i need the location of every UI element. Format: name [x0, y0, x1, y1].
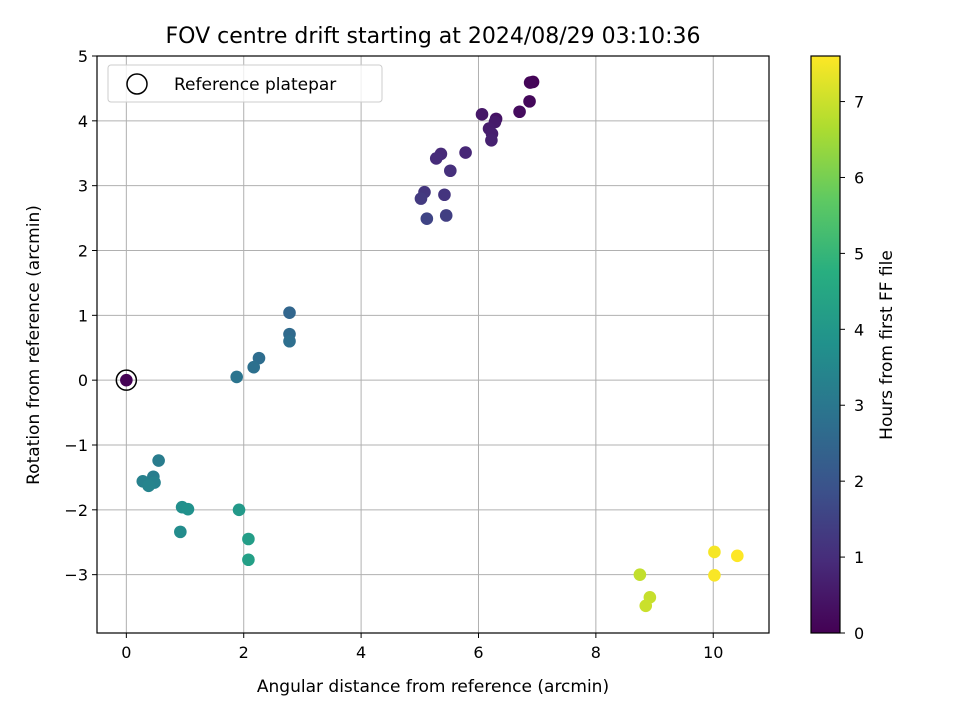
data-point	[242, 532, 255, 546]
colorbar: 0 1 2 3 4 5 6 7 Hours from first FF file	[810, 55, 897, 643]
colorbar-tick-label: 5	[854, 244, 864, 263]
data-point	[439, 209, 453, 222]
data-points	[120, 75, 744, 613]
data-point	[459, 146, 472, 159]
chart-title: FOV centre drift starting at 2024/08/29 …	[166, 24, 701, 49]
y-tick-label: 1	[78, 306, 88, 325]
data-point	[120, 373, 133, 387]
data-point	[232, 503, 246, 517]
data-point	[283, 334, 296, 348]
data-point	[420, 212, 434, 226]
legend: Reference platepar	[107, 64, 383, 103]
legend-marker-icon	[126, 73, 148, 95]
data-point	[174, 525, 187, 539]
data-point	[708, 545, 721, 559]
data-point	[475, 108, 489, 121]
y-tick-label: −2	[64, 501, 88, 520]
colorbar-tick-label: 6	[854, 168, 864, 187]
y-axis-ticks: −3 −2 −1 0 1 2 3 4 5	[64, 47, 97, 585]
data-point	[633, 568, 647, 581]
colorbar-tick-label: 1	[854, 548, 864, 567]
x-tick-label: 6	[473, 643, 483, 662]
data-point	[731, 549, 744, 563]
data-point	[152, 454, 165, 467]
x-tick-label: 4	[356, 643, 366, 662]
data-point	[523, 95, 536, 108]
data-point	[513, 105, 526, 119]
x-tick-label: 10	[703, 643, 723, 662]
colorbar-tick-label: 3	[854, 396, 864, 415]
data-point	[242, 553, 255, 567]
y-tick-label: 2	[78, 241, 88, 260]
y-tick-label: 3	[78, 177, 88, 196]
colorbar-tick-label: 7	[854, 93, 864, 112]
data-point	[230, 370, 243, 384]
x-tick-label: 0	[121, 643, 131, 662]
data-point	[247, 360, 261, 374]
colorbar-gradient	[811, 56, 840, 633]
reference-platepar-marker	[115, 369, 138, 391]
legend-box	[107, 64, 383, 103]
y-tick-label: −1	[64, 436, 88, 455]
data-point	[414, 192, 428, 205]
data-point	[444, 164, 457, 178]
data-point	[438, 188, 451, 202]
y-tick-label: 4	[78, 112, 88, 131]
x-axis-label: Angular distance from reference (arcmin)	[257, 677, 609, 697]
colorbar-frame	[810, 55, 841, 634]
x-tick-label: 2	[239, 643, 249, 662]
data-point	[429, 152, 443, 165]
data-point	[708, 569, 721, 582]
colorbar-tick-label: 4	[854, 320, 864, 339]
data-point	[485, 133, 498, 147]
y-tick-label: −3	[64, 566, 88, 585]
plot-frame	[96, 55, 770, 634]
reference-ring	[115, 369, 138, 391]
data-point	[181, 502, 195, 516]
y-tick-label: 5	[78, 47, 88, 66]
y-tick-label: 0	[78, 371, 88, 390]
legend-label: Reference platepar	[174, 75, 336, 95]
x-tick-label: 8	[591, 643, 601, 662]
colorbar-tick-label: 0	[854, 624, 864, 643]
data-point	[639, 599, 653, 613]
data-point	[142, 479, 155, 493]
colorbar-tick-label: 2	[854, 472, 864, 491]
data-point	[283, 306, 296, 320]
grid-lines	[97, 55, 769, 633]
colorbar-ticks: 0 1 2 3 4 5 6 7	[840, 93, 864, 643]
x-axis-ticks: 0 2 4 6 8 10	[121, 633, 723, 662]
data-point	[523, 76, 537, 89]
y-axis-label: Rotation from reference (arcmin)	[24, 205, 44, 485]
colorbar-label: Hours from first FF file	[877, 250, 897, 440]
